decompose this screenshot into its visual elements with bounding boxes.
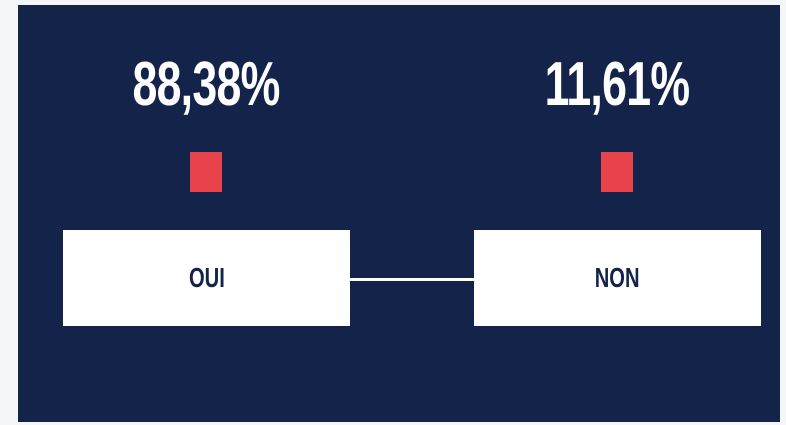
connector [350, 278, 474, 281]
marker-non [601, 152, 633, 192]
results-panel [18, 5, 780, 422]
percent-non: 11,61% [544, 50, 690, 119]
marker-oui [190, 152, 222, 192]
option-non[interactable]: NON [474, 230, 761, 326]
percent-oui: 88,38% [132, 50, 280, 119]
option-oui[interactable]: OUI [63, 230, 350, 326]
option-label: OUI [188, 262, 225, 293]
option-label: NON [595, 262, 640, 293]
